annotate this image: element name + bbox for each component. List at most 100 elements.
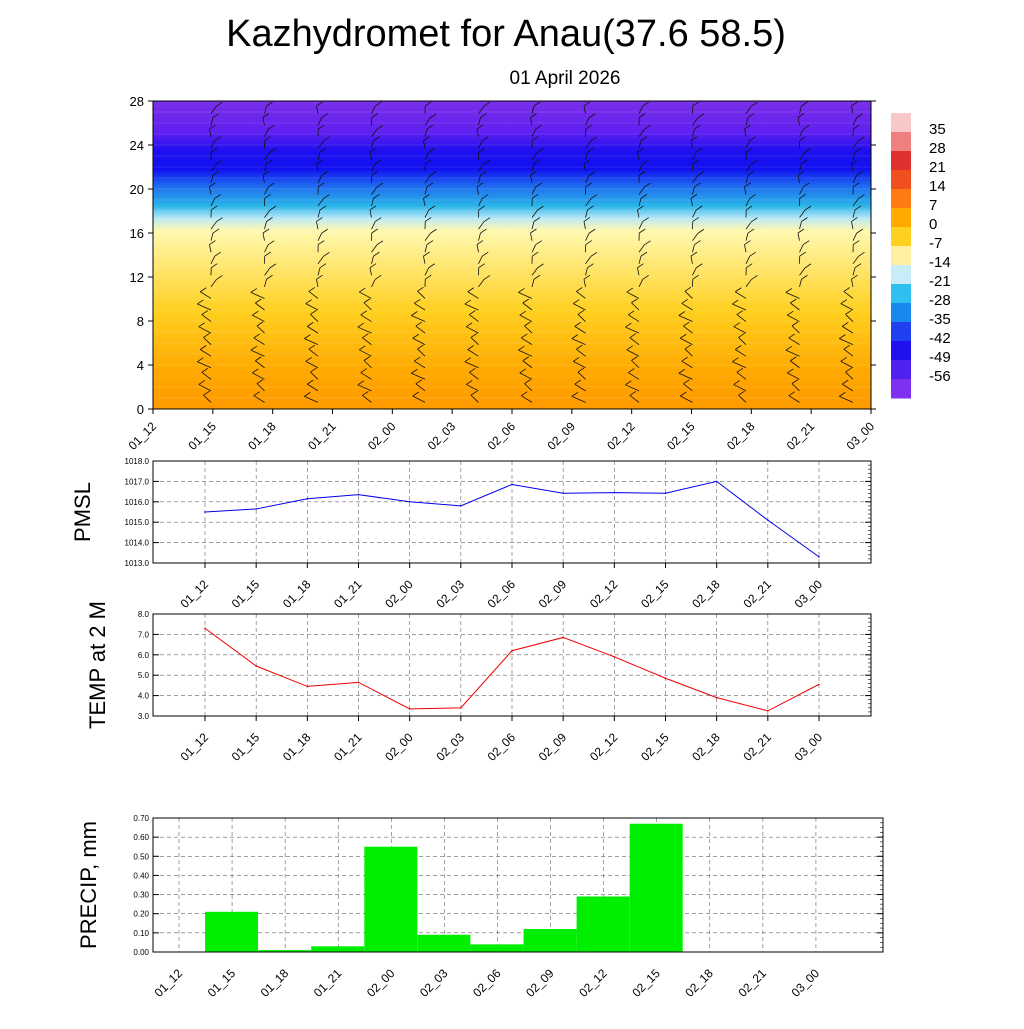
x-tick-label: 01_21 bbox=[331, 730, 365, 764]
heatmap-y-tick-label: 12 bbox=[130, 270, 144, 285]
data-point bbox=[767, 710, 769, 712]
y-axis-label: TEMP at 2 M bbox=[85, 601, 110, 729]
data-point bbox=[562, 637, 564, 639]
x-tick-label: 01_15 bbox=[205, 966, 239, 1000]
precip-bar bbox=[524, 929, 577, 952]
y-tick-label: 1016.0 bbox=[125, 498, 150, 507]
precip-bar bbox=[630, 824, 683, 952]
y-tick-label: 0.70 bbox=[133, 814, 149, 823]
y-tick-label: 8.0 bbox=[138, 610, 150, 619]
y-tick-label: 7.0 bbox=[138, 630, 150, 639]
colorbar-tick-label: -35 bbox=[929, 311, 951, 328]
y-tick-label: 1014.0 bbox=[125, 539, 150, 548]
y-tick-label: 1015.0 bbox=[125, 518, 150, 527]
heatmap-y-tick-label: 8 bbox=[137, 314, 144, 329]
y-tick-label: 0.10 bbox=[133, 929, 149, 938]
heatmap-y-tick-label: 0 bbox=[137, 402, 144, 417]
colorbar-tick-label: -7 bbox=[929, 235, 942, 252]
colorbar-tick-label: -42 bbox=[929, 330, 951, 347]
x-tick-label: 03_00 bbox=[792, 577, 826, 611]
x-tick-label: 02_00 bbox=[382, 577, 416, 611]
y-tick-label: 1018.0 bbox=[125, 457, 150, 466]
data-point bbox=[204, 511, 206, 513]
colorbar-segment bbox=[891, 322, 911, 342]
colorbar-segment bbox=[891, 132, 911, 152]
data-point bbox=[818, 684, 820, 686]
colorbar-segment bbox=[891, 303, 911, 323]
x-tick-label: 02_00 bbox=[382, 730, 416, 764]
heatmap-x-tick-label: 01_18 bbox=[245, 419, 279, 453]
colorbar-segment bbox=[891, 151, 911, 171]
x-tick-label: 02_21 bbox=[740, 577, 774, 611]
heatmap-y-tick-label: 16 bbox=[130, 226, 144, 241]
data-point bbox=[665, 677, 667, 679]
colorbar-segment bbox=[891, 208, 911, 228]
data-point bbox=[358, 494, 360, 496]
data-point bbox=[307, 686, 309, 688]
colorbar-tick-label: 28 bbox=[929, 140, 946, 157]
y-axis-label: PRECIP, mm bbox=[76, 821, 101, 949]
heatmap-x-tick-label: 02_06 bbox=[485, 419, 519, 453]
colorbar-tick-label: -28 bbox=[929, 292, 951, 309]
colorbar-segment bbox=[891, 189, 911, 209]
y-tick-label: 0.60 bbox=[133, 833, 149, 842]
x-tick-label: 02_12 bbox=[587, 730, 621, 764]
x-tick-label: 02_00 bbox=[364, 966, 398, 1000]
x-tick-label: 01_18 bbox=[258, 966, 292, 1000]
x-tick-label: 01_12 bbox=[152, 966, 186, 1000]
x-tick-label: 02_15 bbox=[638, 577, 672, 611]
colorbar-tick-label: 7 bbox=[929, 197, 937, 214]
y-tick-label: 0.50 bbox=[133, 852, 149, 861]
colorbar-tick-label: -56 bbox=[929, 368, 951, 385]
x-tick-label: 01_18 bbox=[280, 577, 314, 611]
precip-bar bbox=[417, 935, 470, 952]
data-point bbox=[767, 519, 769, 521]
colorbar-tick-label: -14 bbox=[929, 254, 951, 271]
y-tick-label: 4.0 bbox=[138, 692, 150, 701]
x-tick-label: 02_09 bbox=[536, 577, 570, 611]
data-point bbox=[307, 498, 309, 500]
y-axis-label: PMSL bbox=[70, 482, 95, 542]
x-tick-label: 01_21 bbox=[331, 577, 365, 611]
heatmap-x-tick-label: 02_15 bbox=[664, 419, 698, 453]
pmsl-panel: 1013.01014.01015.01016.01017.01018.001_1… bbox=[70, 457, 871, 611]
precip-bar bbox=[364, 847, 417, 952]
x-tick-label: 02_12 bbox=[576, 966, 610, 1000]
y-tick-label: 6.0 bbox=[138, 651, 150, 660]
colorbar-segment bbox=[891, 113, 911, 133]
y-tick-label: 1013.0 bbox=[125, 559, 150, 568]
heatmap-y-tick-label: 20 bbox=[130, 182, 144, 197]
data-point bbox=[255, 508, 257, 510]
heatmap-x-tick-label: 02_00 bbox=[365, 419, 399, 453]
colorbar-tick-label: -49 bbox=[929, 349, 951, 366]
colorbar-tick-label: 21 bbox=[929, 159, 946, 176]
colorbar-tick-label: 14 bbox=[929, 178, 946, 195]
data-point bbox=[409, 501, 411, 503]
x-tick-label: 01_18 bbox=[280, 730, 314, 764]
x-tick-label: 02_18 bbox=[682, 966, 716, 1000]
data-point bbox=[665, 492, 667, 494]
colorbar-segment bbox=[891, 284, 911, 304]
colorbar-tick-label: 35 bbox=[929, 121, 946, 138]
x-tick-label: 01_15 bbox=[229, 577, 263, 611]
x-tick-label: 02_06 bbox=[485, 577, 519, 611]
colorbar-segment bbox=[891, 227, 911, 247]
y-tick-label: 0.00 bbox=[133, 948, 149, 957]
data-point bbox=[511, 484, 513, 486]
heatmap-x-tick-label: 01_12 bbox=[126, 419, 160, 453]
x-tick-label: 02_09 bbox=[523, 966, 557, 1000]
x-tick-label: 01_21 bbox=[311, 966, 345, 1000]
data-point bbox=[818, 556, 820, 558]
colorbar-segment bbox=[891, 341, 911, 361]
x-tick-label: 02_15 bbox=[629, 966, 663, 1000]
heatmap-y-tick-label: 28 bbox=[130, 94, 144, 109]
colorbar-segment bbox=[891, 265, 911, 285]
x-tick-label: 03_00 bbox=[792, 730, 826, 764]
heatmap-y-tick-label: 4 bbox=[137, 358, 144, 373]
colorbar-segment bbox=[891, 246, 911, 266]
heatmap-x-tick-label: 01_21 bbox=[305, 419, 339, 453]
